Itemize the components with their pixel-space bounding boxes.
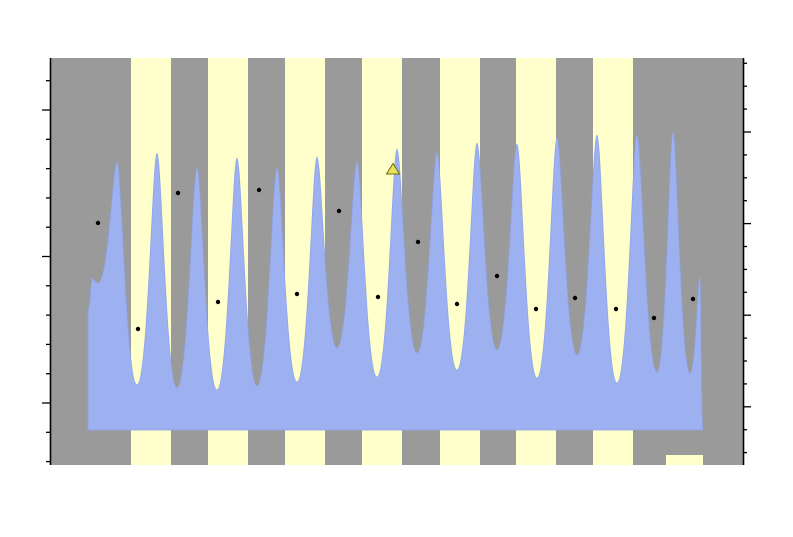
tide-extreme-dot [572, 295, 578, 301]
tide-extreme-dot [375, 294, 381, 300]
tide-extreme-dot [415, 239, 421, 245]
tide-extreme-dot [651, 315, 657, 321]
tide-extreme-dot [256, 187, 262, 193]
tide-extreme-dot [215, 299, 221, 305]
tide-extreme-dot [175, 190, 181, 196]
current-time-marker-icon [385, 162, 401, 175]
daylight-band-partial [666, 455, 703, 465]
tide-extreme-dot [690, 296, 696, 302]
tide-extreme-dot [95, 220, 101, 226]
tide-extreme-dot [613, 306, 619, 312]
tide-extreme-dot [135, 326, 141, 332]
tide-extreme-dot [336, 208, 342, 214]
tide-extreme-dot [454, 301, 460, 307]
tide-extreme-dot [494, 273, 500, 279]
tide-curve-area [87, 131, 704, 431]
tide-extreme-dot [533, 306, 539, 312]
tide-extreme-dot [294, 291, 300, 297]
